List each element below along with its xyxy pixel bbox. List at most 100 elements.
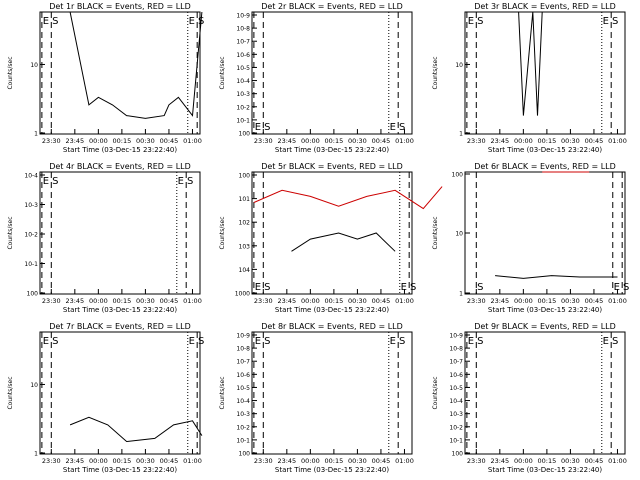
- series-line: [518, 11, 543, 116]
- chart-panel-3: Det 3r BLACK = Events, RED = LLD Counts/s…: [432, 2, 627, 154]
- y-axis-label: Counts/sec: [219, 56, 226, 89]
- y-axis-label: Counts/sec: [219, 376, 226, 409]
- x-axis-label: Start Time (03-Dec-15 23:22:40): [275, 146, 389, 154]
- chart-title: Det 3r BLACK = Events, RED = LLD: [474, 2, 616, 11]
- chart-title: Det 6r BLACK = Events, RED = LLD: [474, 162, 616, 171]
- y-tick-label: 10-8: [236, 26, 250, 33]
- marker-label: S: [264, 336, 270, 347]
- x-tick-label: 23:30: [467, 297, 486, 305]
- y-tick-label: 10-2: [449, 424, 463, 431]
- x-tick-label: 00:30: [561, 137, 580, 145]
- x-tick-label: 00:00: [301, 457, 320, 465]
- chart-panel-6: Det 6r BLACK = Events, RED = LLD Counts/s…: [432, 162, 629, 314]
- y-tick-label: 10-6: [449, 372, 463, 379]
- y-tick-label: 10-1: [449, 437, 463, 444]
- x-tick-label: 00:30: [348, 137, 367, 145]
- marker-label: E: [43, 336, 49, 347]
- marker-label: E: [255, 336, 261, 347]
- y-tick-label: 100: [27, 291, 39, 298]
- x-tick-label: 00:45: [585, 457, 604, 465]
- plot-frame: [251, 331, 413, 455]
- x-tick-label: 23:45: [65, 457, 84, 465]
- x-tick-label: 00:15: [538, 457, 557, 465]
- x-tick-label: 01:00: [395, 137, 414, 145]
- x-tick-label: 23:30: [467, 457, 486, 465]
- x-tick-label: 00:30: [348, 457, 367, 465]
- marker-label: S: [399, 336, 405, 347]
- y-axis-label: Counts/sec: [432, 216, 439, 249]
- chart-title: Det 1r BLACK = Events, RED = LLD: [49, 2, 191, 11]
- y-tick-label: 1: [459, 131, 463, 138]
- x-tick-label: 23:45: [277, 137, 296, 145]
- marker-label: E: [189, 336, 195, 347]
- marker-label: S: [399, 122, 405, 133]
- y-tick-label: 10-7: [236, 39, 250, 46]
- x-tick-label: 00:45: [585, 297, 604, 305]
- x-tick-label: 00:30: [136, 137, 155, 145]
- plot-frame: [251, 11, 413, 135]
- series-line: [69, 416, 203, 443]
- x-tick-label: 23:30: [254, 137, 273, 145]
- x-tick-label: 01:00: [395, 457, 414, 465]
- y-tick-label: 10-2: [24, 232, 38, 239]
- x-axis-label: Start Time (03-Dec-15 23:22:40): [488, 146, 602, 154]
- marker-label: S: [264, 122, 270, 133]
- y-tick-label: 10: [30, 62, 38, 69]
- chart-panel-9: Det 9r BLACK = Events, RED = LLD Counts/s…: [432, 322, 627, 474]
- series-line: [495, 275, 618, 279]
- y-tick-label: 100: [452, 172, 464, 179]
- series-line: [253, 186, 443, 210]
- marker-label: E: [255, 122, 261, 133]
- x-axis-label: Start Time (03-Dec-15 23:22:40): [275, 306, 389, 314]
- y-tick-label: 10-2: [236, 424, 250, 431]
- y-tick-label: 10-6: [236, 372, 250, 379]
- x-tick-label: 00:30: [561, 457, 580, 465]
- y-tick-label: 10-7: [236, 359, 250, 366]
- y-tick-label: 102: [239, 220, 251, 227]
- x-tick-label: 23:30: [42, 457, 61, 465]
- x-tick-label: 00:00: [301, 297, 320, 305]
- marker-label: E: [178, 176, 184, 187]
- marker-label: E: [468, 336, 474, 347]
- x-tick-label: 00:45: [585, 137, 604, 145]
- y-tick-label: 10-3: [24, 202, 38, 209]
- y-tick-label: 10-5: [236, 65, 250, 72]
- x-tick-label: 00:45: [160, 137, 179, 145]
- x-tick-label: 23:30: [42, 137, 61, 145]
- marker-label: E: [468, 16, 474, 27]
- x-tick-label: 00:15: [325, 297, 344, 305]
- marker-label: S: [612, 16, 618, 27]
- plot-frame: [464, 331, 626, 455]
- y-tick-label: 100: [239, 451, 251, 458]
- chart-panel-7: Det 7r BLACK = Events, RED = LLD Counts/s…: [7, 322, 204, 474]
- x-tick-label: 23:45: [490, 457, 509, 465]
- x-tick-label: 00:15: [113, 297, 132, 305]
- y-tick-label: 103: [239, 243, 251, 250]
- x-tick-label: 00:15: [113, 137, 132, 145]
- marker-label: S: [477, 282, 483, 293]
- y-tick-label: 10-5: [449, 385, 463, 392]
- chart-title: Det 7r BLACK = Events, RED = LLD: [49, 322, 191, 331]
- plot-frame: [251, 171, 413, 295]
- marker-label: E: [614, 282, 620, 293]
- x-tick-label: 00:15: [113, 457, 132, 465]
- x-tick-label: 23:30: [467, 137, 486, 145]
- y-tick-label: 10-3: [236, 91, 250, 98]
- chart-title: Det 5r BLACK = Events, RED = LLD: [261, 162, 403, 171]
- marker-label: E: [43, 176, 49, 187]
- x-tick-label: 00:00: [514, 297, 533, 305]
- x-tick-label: 01:00: [608, 137, 627, 145]
- plot-frame: [464, 171, 626, 295]
- x-axis-label: Start Time (03-Dec-15 23:22:40): [275, 466, 389, 474]
- x-tick-label: 00:45: [160, 457, 179, 465]
- chart-title: Det 2r BLACK = Events, RED = LLD: [261, 2, 403, 11]
- y-tick-label: 100: [452, 451, 464, 458]
- x-tick-label: 23:30: [254, 457, 273, 465]
- x-tick-label: 23:45: [490, 297, 509, 305]
- marker-label: S: [612, 336, 618, 347]
- y-axis-label: Counts/sec: [7, 56, 14, 89]
- plot-frame: [39, 11, 201, 135]
- y-tick-label: 10-4: [236, 398, 250, 405]
- x-tick-label: 23:45: [65, 297, 84, 305]
